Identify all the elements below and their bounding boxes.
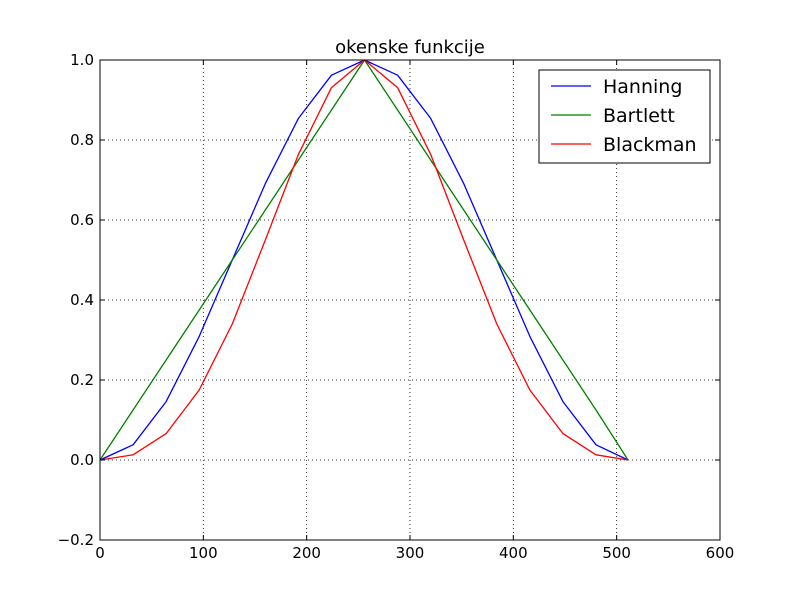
x-tick-label: 100 <box>189 544 218 562</box>
x-tick-label: 400 <box>499 544 528 562</box>
legend-label-hanning: Hanning <box>603 76 682 98</box>
x-tick-label: 600 <box>706 544 735 562</box>
x-tick-label: 500 <box>602 544 631 562</box>
y-tick-label: −0.2 <box>58 531 94 549</box>
y-tick-label: 0.2 <box>70 371 94 389</box>
chart-title: okenske funkcije <box>335 37 485 58</box>
y-tick-label: 0.4 <box>70 291 94 309</box>
x-tick-label: 0 <box>95 544 105 562</box>
axis-ticks: 0 100 200 300 400 500 600 −0.2 0.0 0.2 0.4 0.6 0.8 1.… <box>58 51 735 562</box>
x-tick-label: 200 <box>292 544 321 562</box>
legend-label-bartlett: Bartlett <box>603 105 675 127</box>
x-tick-label: 300 <box>396 544 425 562</box>
y-tick-label: 0.0 <box>70 451 94 469</box>
legend-label-blackman: Blackman <box>603 134 697 156</box>
y-tick-label: 1.0 <box>70 51 94 69</box>
y-tick-label: 0.6 <box>70 211 94 229</box>
y-tick-label: 0.8 <box>70 131 94 149</box>
legend: Hanning Bartlett Blackman <box>538 69 711 164</box>
